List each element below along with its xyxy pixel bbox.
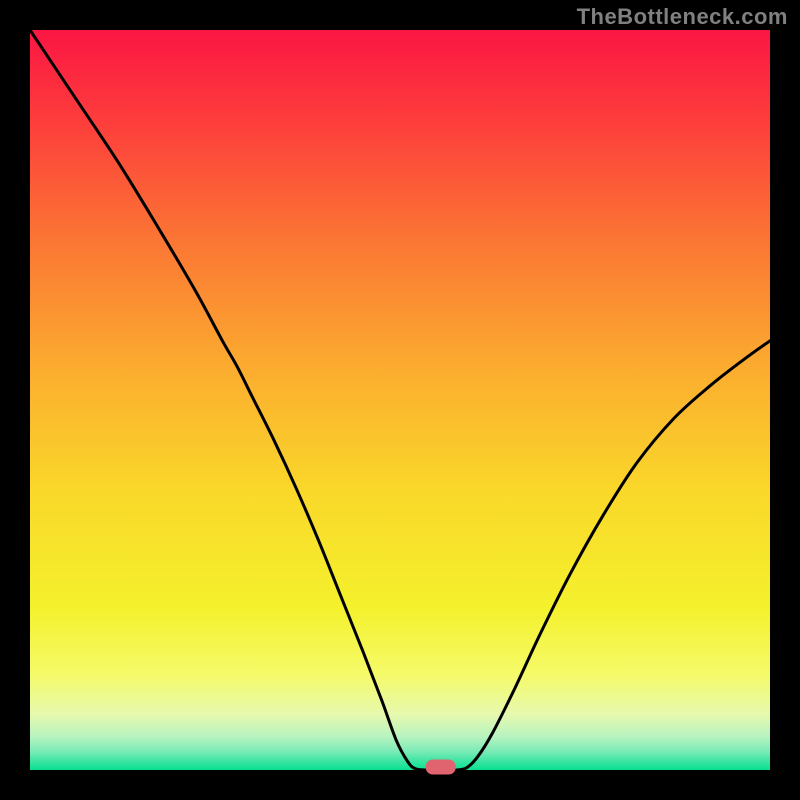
bottleneck-chart [0,0,800,800]
plot-gradient-background [30,30,770,770]
watermark-label: TheBottleneck.com [577,4,788,29]
chart-stage: TheBottleneck.com [0,0,800,800]
minimum-marker [426,760,456,775]
watermark-text: TheBottleneck.com [577,4,788,30]
